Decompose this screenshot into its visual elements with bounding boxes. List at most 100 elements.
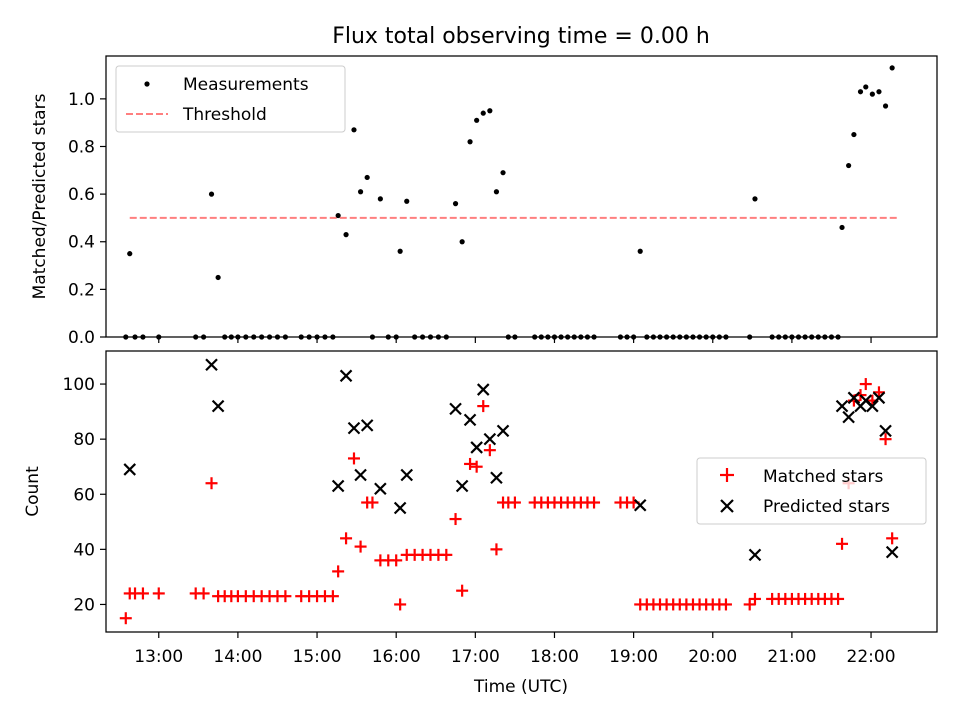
predicted-star-point [879, 424, 892, 438]
bottom-y-tick-label: 20 [73, 595, 95, 615]
matched-star-point [743, 598, 756, 611]
bottom-legend: Matched stars Predicted stars [696, 457, 927, 525]
matched-star-point [332, 565, 345, 578]
predicted-x-b [211, 399, 225, 413]
top-y-axis-label: Matched/Predicted stars [30, 93, 50, 299]
top-y-tick-label: 0.4 [68, 233, 95, 253]
predicted-star-point [347, 421, 361, 435]
measurement-point [839, 224, 845, 231]
x-axis-label: Time (UTC) [473, 677, 568, 697]
predicted-star-point [847, 391, 861, 405]
predicted-x-b [470, 441, 483, 454]
predicted-x-b [354, 468, 367, 482]
measurement-point [364, 174, 370, 181]
predicted-x-b [400, 468, 414, 482]
predicted-star-point [455, 479, 469, 493]
predicted-star-point [339, 369, 353, 383]
predicted-x-b [455, 479, 469, 493]
matched-star-point [464, 457, 477, 470]
predicted-star-point [205, 358, 218, 372]
predicted-star-point [360, 419, 374, 432]
measurement-point [127, 251, 133, 257]
matched-star-point [879, 433, 892, 446]
predicted-x-b [463, 413, 477, 427]
matched-star-point [836, 537, 849, 550]
predicted-x-b [476, 383, 490, 396]
measurement-point [452, 201, 459, 207]
matched-star-point [490, 543, 503, 556]
measurement-point [377, 196, 383, 202]
bottom-plot-frame [105, 350, 938, 633]
predicted-x-b [879, 424, 892, 438]
matched-star-point [719, 598, 732, 611]
bottom-y-tick-label: 100 [63, 375, 95, 395]
measurement-point [857, 89, 864, 95]
top-y-tick-label: 0.2 [68, 280, 95, 300]
predicted-star-point [483, 432, 497, 446]
predicted-x-b [374, 482, 387, 496]
matched-star-point [832, 592, 845, 605]
x-tick-label: 16:00 [372, 647, 421, 667]
matched-star-point [354, 540, 367, 553]
matched-star-point [119, 612, 132, 625]
bottom-y-tick-label: 60 [73, 485, 95, 505]
top-plot-frame [105, 55, 938, 338]
measurement-point [215, 274, 221, 281]
bottom-legend-box [696, 457, 927, 525]
predicted-star-point [449, 402, 462, 416]
predicted-x-b [748, 548, 762, 562]
x-tick-label: 17:00 [451, 647, 500, 667]
matched-star-point [440, 548, 453, 561]
predicted-x-b [123, 463, 137, 476]
predicted-star-point [885, 545, 899, 559]
predicted-x-b [633, 498, 647, 512]
top-ticks: 0.0 0.2 0.4 0.6 0.8 1.0 [68, 90, 872, 348]
matched-star-point [347, 452, 360, 465]
predicted-star-point [490, 471, 503, 485]
predicted-star-point [354, 468, 367, 482]
matched-star-point [326, 590, 339, 603]
matched-star-point [394, 598, 407, 611]
top-axes: 0.0 0.2 0.4 0.6 0.8 1.0 Matched/Predicted sta… [30, 55, 938, 348]
matched-star-point [197, 587, 210, 600]
legend-matched-label: Matched stars [763, 467, 883, 487]
matched-star-point [859, 378, 872, 391]
bottom-marks [119, 358, 899, 625]
predicted-star-point [400, 468, 414, 482]
matched-star-point [508, 496, 521, 509]
matched-star-point [470, 460, 483, 473]
legend-matched-marker [720, 468, 734, 482]
x-tick-label: 20:00 [688, 647, 737, 667]
matched-star-point [205, 477, 218, 490]
top-y-tick-label: 0.0 [68, 328, 95, 348]
predicted-x-b [360, 419, 374, 432]
legend-measurements-label: Measurements [183, 75, 309, 95]
top-y-tick-label: 0.6 [68, 185, 95, 205]
matched-star-point [366, 496, 379, 509]
predicted-star-point [476, 383, 490, 396]
measurement-point [404, 198, 410, 204]
measurement-point [500, 170, 506, 176]
predicted-x-b [496, 424, 510, 438]
predicted-star-point [331, 479, 345, 493]
predicted-star-point [123, 463, 137, 476]
measurement-point [863, 84, 869, 90]
predicted-x-b [205, 358, 218, 372]
predicted-x-b [347, 421, 361, 435]
matched-star-point [449, 513, 462, 526]
matched-star-point [477, 400, 490, 413]
predicted-star-point [842, 410, 855, 424]
predicted-star-point [835, 399, 849, 413]
measurement-point [882, 103, 889, 109]
bottom-y-axis-label: Count [23, 466, 43, 517]
x-tick-label: 22:00 [847, 647, 896, 667]
predicted-star-point [748, 548, 762, 562]
matched-star-point [279, 590, 292, 603]
x-tick-label: 21:00 [767, 647, 816, 667]
measurement-point [351, 127, 357, 133]
predicted-star-point [463, 413, 477, 427]
top-legend-box [115, 65, 346, 133]
measurement-point [343, 232, 349, 238]
predicted-x-b [866, 399, 879, 413]
